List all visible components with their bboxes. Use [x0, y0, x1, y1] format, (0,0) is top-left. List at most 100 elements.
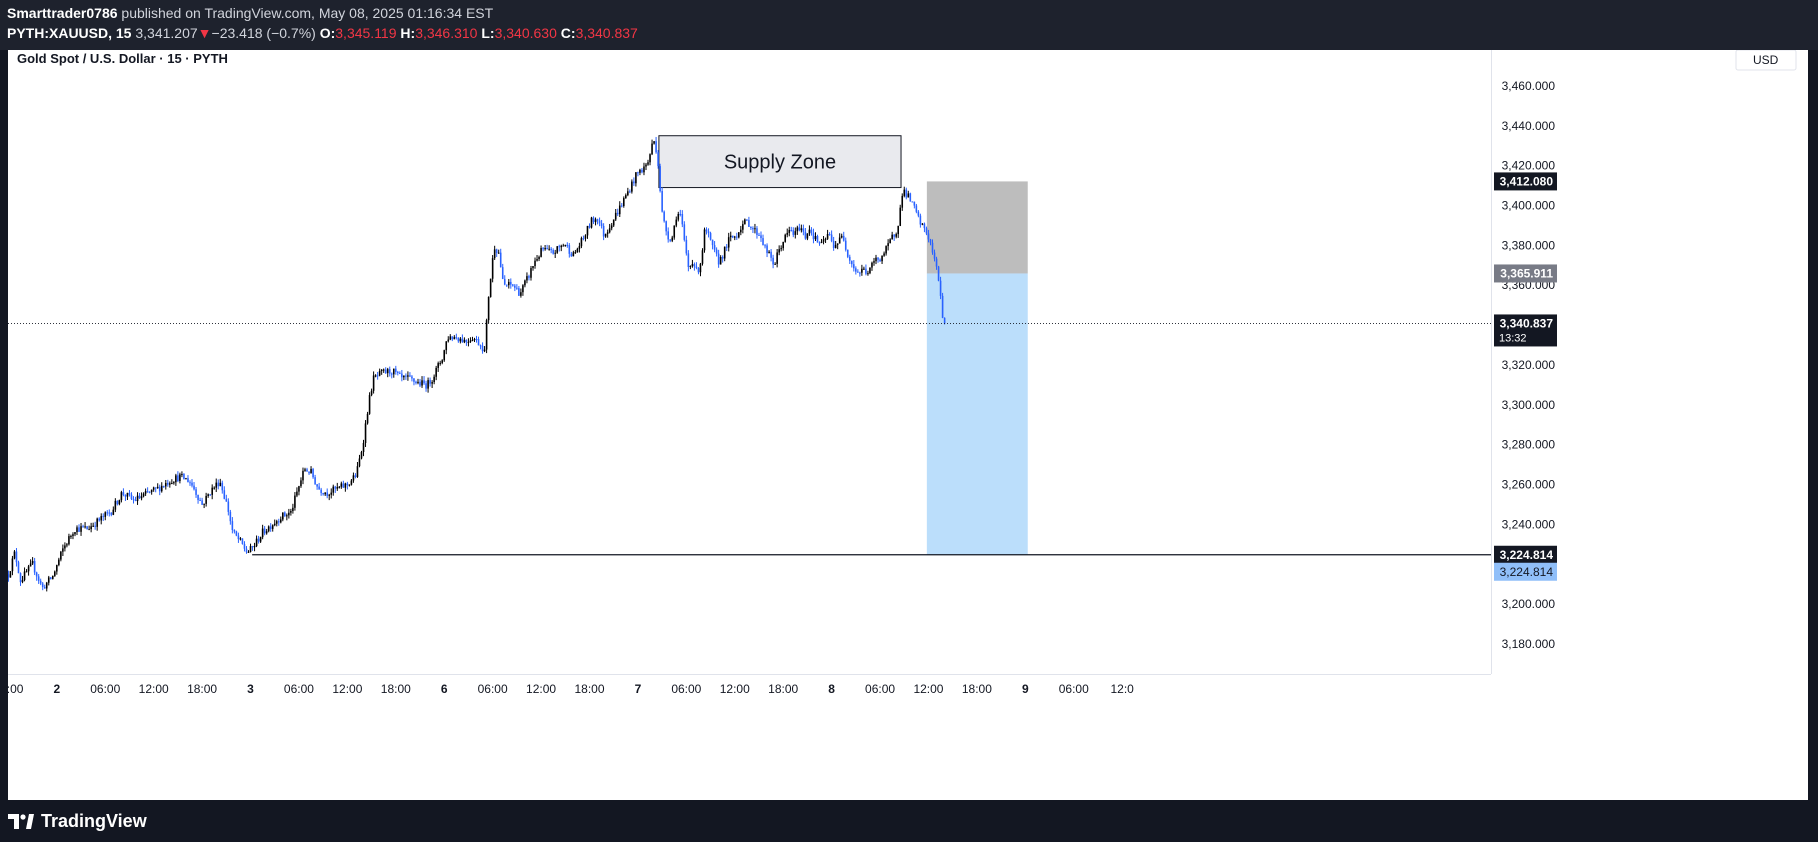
candle-body — [7, 574, 10, 578]
candle-body — [39, 580, 42, 584]
candle-body — [348, 484, 351, 486]
candle-body — [277, 521, 280, 523]
candle-body — [243, 543, 246, 549]
candle-body — [279, 519, 282, 523]
candle-body — [869, 267, 871, 274]
candle-body — [58, 559, 60, 565]
candle-body — [699, 263, 702, 273]
candle-body — [98, 518, 100, 521]
candle-body — [148, 492, 151, 494]
candle-body — [66, 544, 68, 546]
publish-info: Smarttrader0786 published on TradingView… — [7, 5, 493, 21]
candle-body — [457, 338, 460, 342]
candle-body — [324, 492, 326, 495]
candle-body — [673, 225, 676, 238]
candle-body — [49, 577, 52, 579]
candle-body — [774, 263, 776, 265]
candle-body — [181, 473, 183, 475]
target-price-tag-2-text: 3,224.814 — [1500, 565, 1554, 579]
candle-body — [261, 528, 264, 538]
candle-body — [154, 487, 157, 489]
x-tick-label: 18:00 — [962, 682, 992, 696]
candle-body — [45, 582, 48, 589]
candle-body — [263, 528, 266, 534]
candle-body — [31, 560, 34, 564]
currency-button[interactable] — [1735, 49, 1797, 71]
candle-body — [810, 229, 813, 233]
candle-body — [138, 495, 141, 499]
candle-body — [752, 228, 754, 230]
candle-body — [507, 281, 510, 286]
candle-body — [382, 369, 385, 371]
x-tick-label: 2 — [53, 682, 60, 696]
candle-body — [185, 478, 187, 480]
candle-body — [592, 217, 595, 223]
candle-body — [41, 583, 44, 588]
candle-body — [578, 246, 581, 249]
candle-body — [764, 245, 766, 247]
candle-body — [691, 264, 694, 267]
candle-body — [455, 337, 458, 339]
candle-body — [43, 587, 46, 589]
chart-canvas[interactable]: Supply Zone 18:00 2 06:00 12:00 18:00 3 06:00 1… — [0, 49, 1808, 800]
candle-body — [588, 225, 591, 228]
candle-body — [518, 288, 520, 296]
candle-body — [175, 475, 177, 483]
candle-body — [715, 249, 718, 254]
supply-zone-rect[interactable] — [658, 135, 902, 189]
candle-body — [300, 480, 302, 487]
candle-body — [273, 523, 276, 526]
candle-body — [205, 495, 207, 504]
take-profit-zone[interactable] — [926, 273, 1028, 555]
candle-body — [618, 205, 621, 215]
candle-body — [600, 223, 603, 226]
candle-body — [701, 250, 704, 264]
candle-body — [94, 525, 96, 527]
candle-body — [64, 545, 66, 549]
candle-body — [853, 264, 855, 269]
candle-body — [158, 486, 161, 492]
ohlc-line: PYTH:XAUUSD, 15 3,341.207▼−23.418 (−0.7%… — [7, 25, 638, 41]
candle-body — [667, 231, 669, 240]
candle-body — [558, 246, 561, 248]
candle-body — [671, 237, 674, 241]
candle-body — [844, 240, 847, 250]
candle-body — [635, 172, 637, 184]
candle-body — [368, 395, 371, 414]
candle-body — [352, 475, 355, 481]
x-tick-label: 18:00 — [8, 682, 24, 696]
candle-body — [239, 538, 242, 540]
candle-body — [522, 285, 524, 293]
author-name[interactable]: Smarttrader0786 — [7, 5, 118, 21]
candle-body — [316, 484, 318, 487]
candle-body — [875, 257, 877, 262]
candle-body — [298, 486, 300, 492]
candle-body — [830, 234, 833, 241]
tradingview-brand[interactable]: TradingView — [8, 811, 147, 832]
candle-body — [439, 362, 441, 364]
candle-body — [816, 236, 819, 243]
candle-body — [223, 490, 226, 499]
candle-body — [306, 469, 308, 472]
tradingview-logo-icon — [8, 813, 34, 829]
candle-body — [217, 482, 220, 487]
candle-body — [191, 482, 193, 486]
stop-loss-zone[interactable] — [926, 181, 1028, 274]
candle-body — [723, 246, 726, 259]
candle-body — [308, 471, 310, 474]
candle-body — [394, 368, 397, 372]
candle-body — [754, 228, 756, 230]
candle-body — [649, 154, 651, 163]
candle-body — [102, 516, 105, 518]
x-tick-label: 18:00 — [381, 682, 411, 696]
candle-body — [296, 491, 298, 496]
candle-body — [72, 534, 74, 536]
candle-body — [877, 257, 879, 260]
candle-body — [88, 529, 90, 531]
candle-body — [612, 219, 615, 226]
candle-body — [705, 229, 708, 232]
candle-body — [572, 252, 575, 257]
candle-body — [134, 500, 137, 502]
candle-body — [354, 475, 357, 477]
candle-body — [544, 248, 546, 250]
